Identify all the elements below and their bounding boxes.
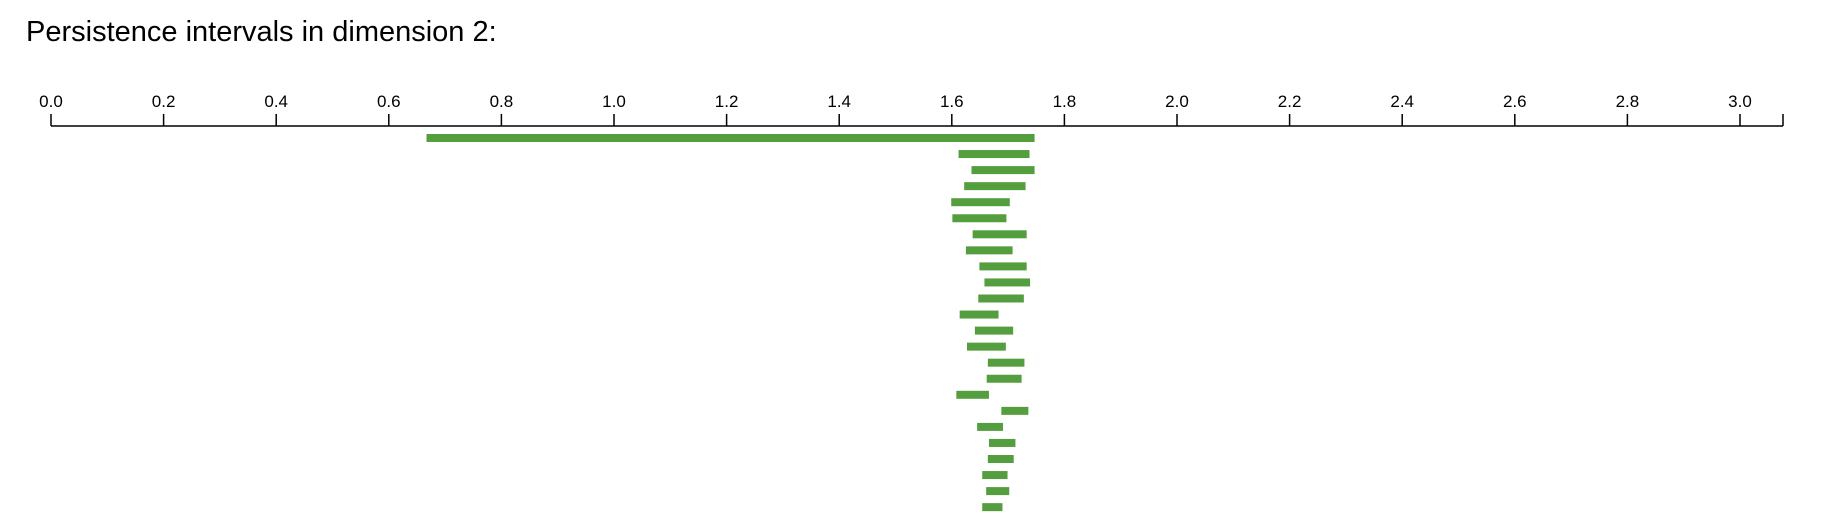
interval-bar	[971, 166, 1035, 175]
x-tick-label: 0.0	[39, 92, 63, 111]
x-tick-label: 0.6	[377, 92, 401, 111]
interval-bar	[956, 390, 989, 399]
x-tick-label: 1.2	[715, 92, 739, 111]
chart-title: Persistence intervals in dimension 2:	[26, 16, 497, 48]
interval-bar	[986, 374, 1022, 383]
x-tick-label: 1.0	[602, 92, 626, 111]
x-tick-label: 1.8	[1053, 92, 1077, 111]
x-tick-label: 2.2	[1278, 92, 1302, 111]
interval-bar	[958, 150, 1030, 159]
interval-bar	[1001, 406, 1029, 415]
interval-bar	[967, 342, 1006, 351]
interval-bars	[426, 134, 1035, 512]
x-tick-label: 3.0	[1728, 92, 1752, 111]
interval-bar	[951, 198, 1010, 207]
interval-bar	[974, 326, 1014, 335]
x-tick-label: 1.6	[940, 92, 964, 111]
x-tick-label: 2.8	[1616, 92, 1640, 111]
interval-bar	[952, 214, 1007, 223]
x-axis: 0.0 0.2 0.4 0.6 0.8 1.0 1.2 1.4 1.6 1.8 2.0 2.2 2.4 2…	[39, 92, 1784, 127]
interval-bar	[959, 310, 999, 319]
interval-bar	[978, 294, 1024, 303]
interval-bar	[986, 487, 1010, 496]
x-tick-label: 0.8	[490, 92, 514, 111]
interval-bar	[988, 438, 1016, 447]
interval-bar	[972, 230, 1027, 239]
interval-bar	[982, 503, 1003, 512]
x-tick-label: 2.0	[1165, 92, 1189, 111]
interval-bar	[979, 262, 1027, 271]
interval-bar	[984, 278, 1031, 287]
interval-bar	[965, 246, 1013, 255]
interval-bar	[964, 182, 1026, 191]
interval-bar	[977, 422, 1004, 431]
x-tick-label: 0.4	[264, 92, 288, 111]
interval-bar	[987, 358, 1025, 367]
x-tick-label: 2.6	[1503, 92, 1527, 111]
interval-bar	[987, 455, 1014, 463]
interval-bar	[982, 471, 1008, 480]
x-tick-label: 0.2	[152, 92, 176, 111]
interval-bar	[426, 134, 1035, 142]
x-tick-label: 1.4	[827, 92, 851, 111]
x-tick-label: 2.4	[1390, 92, 1414, 111]
